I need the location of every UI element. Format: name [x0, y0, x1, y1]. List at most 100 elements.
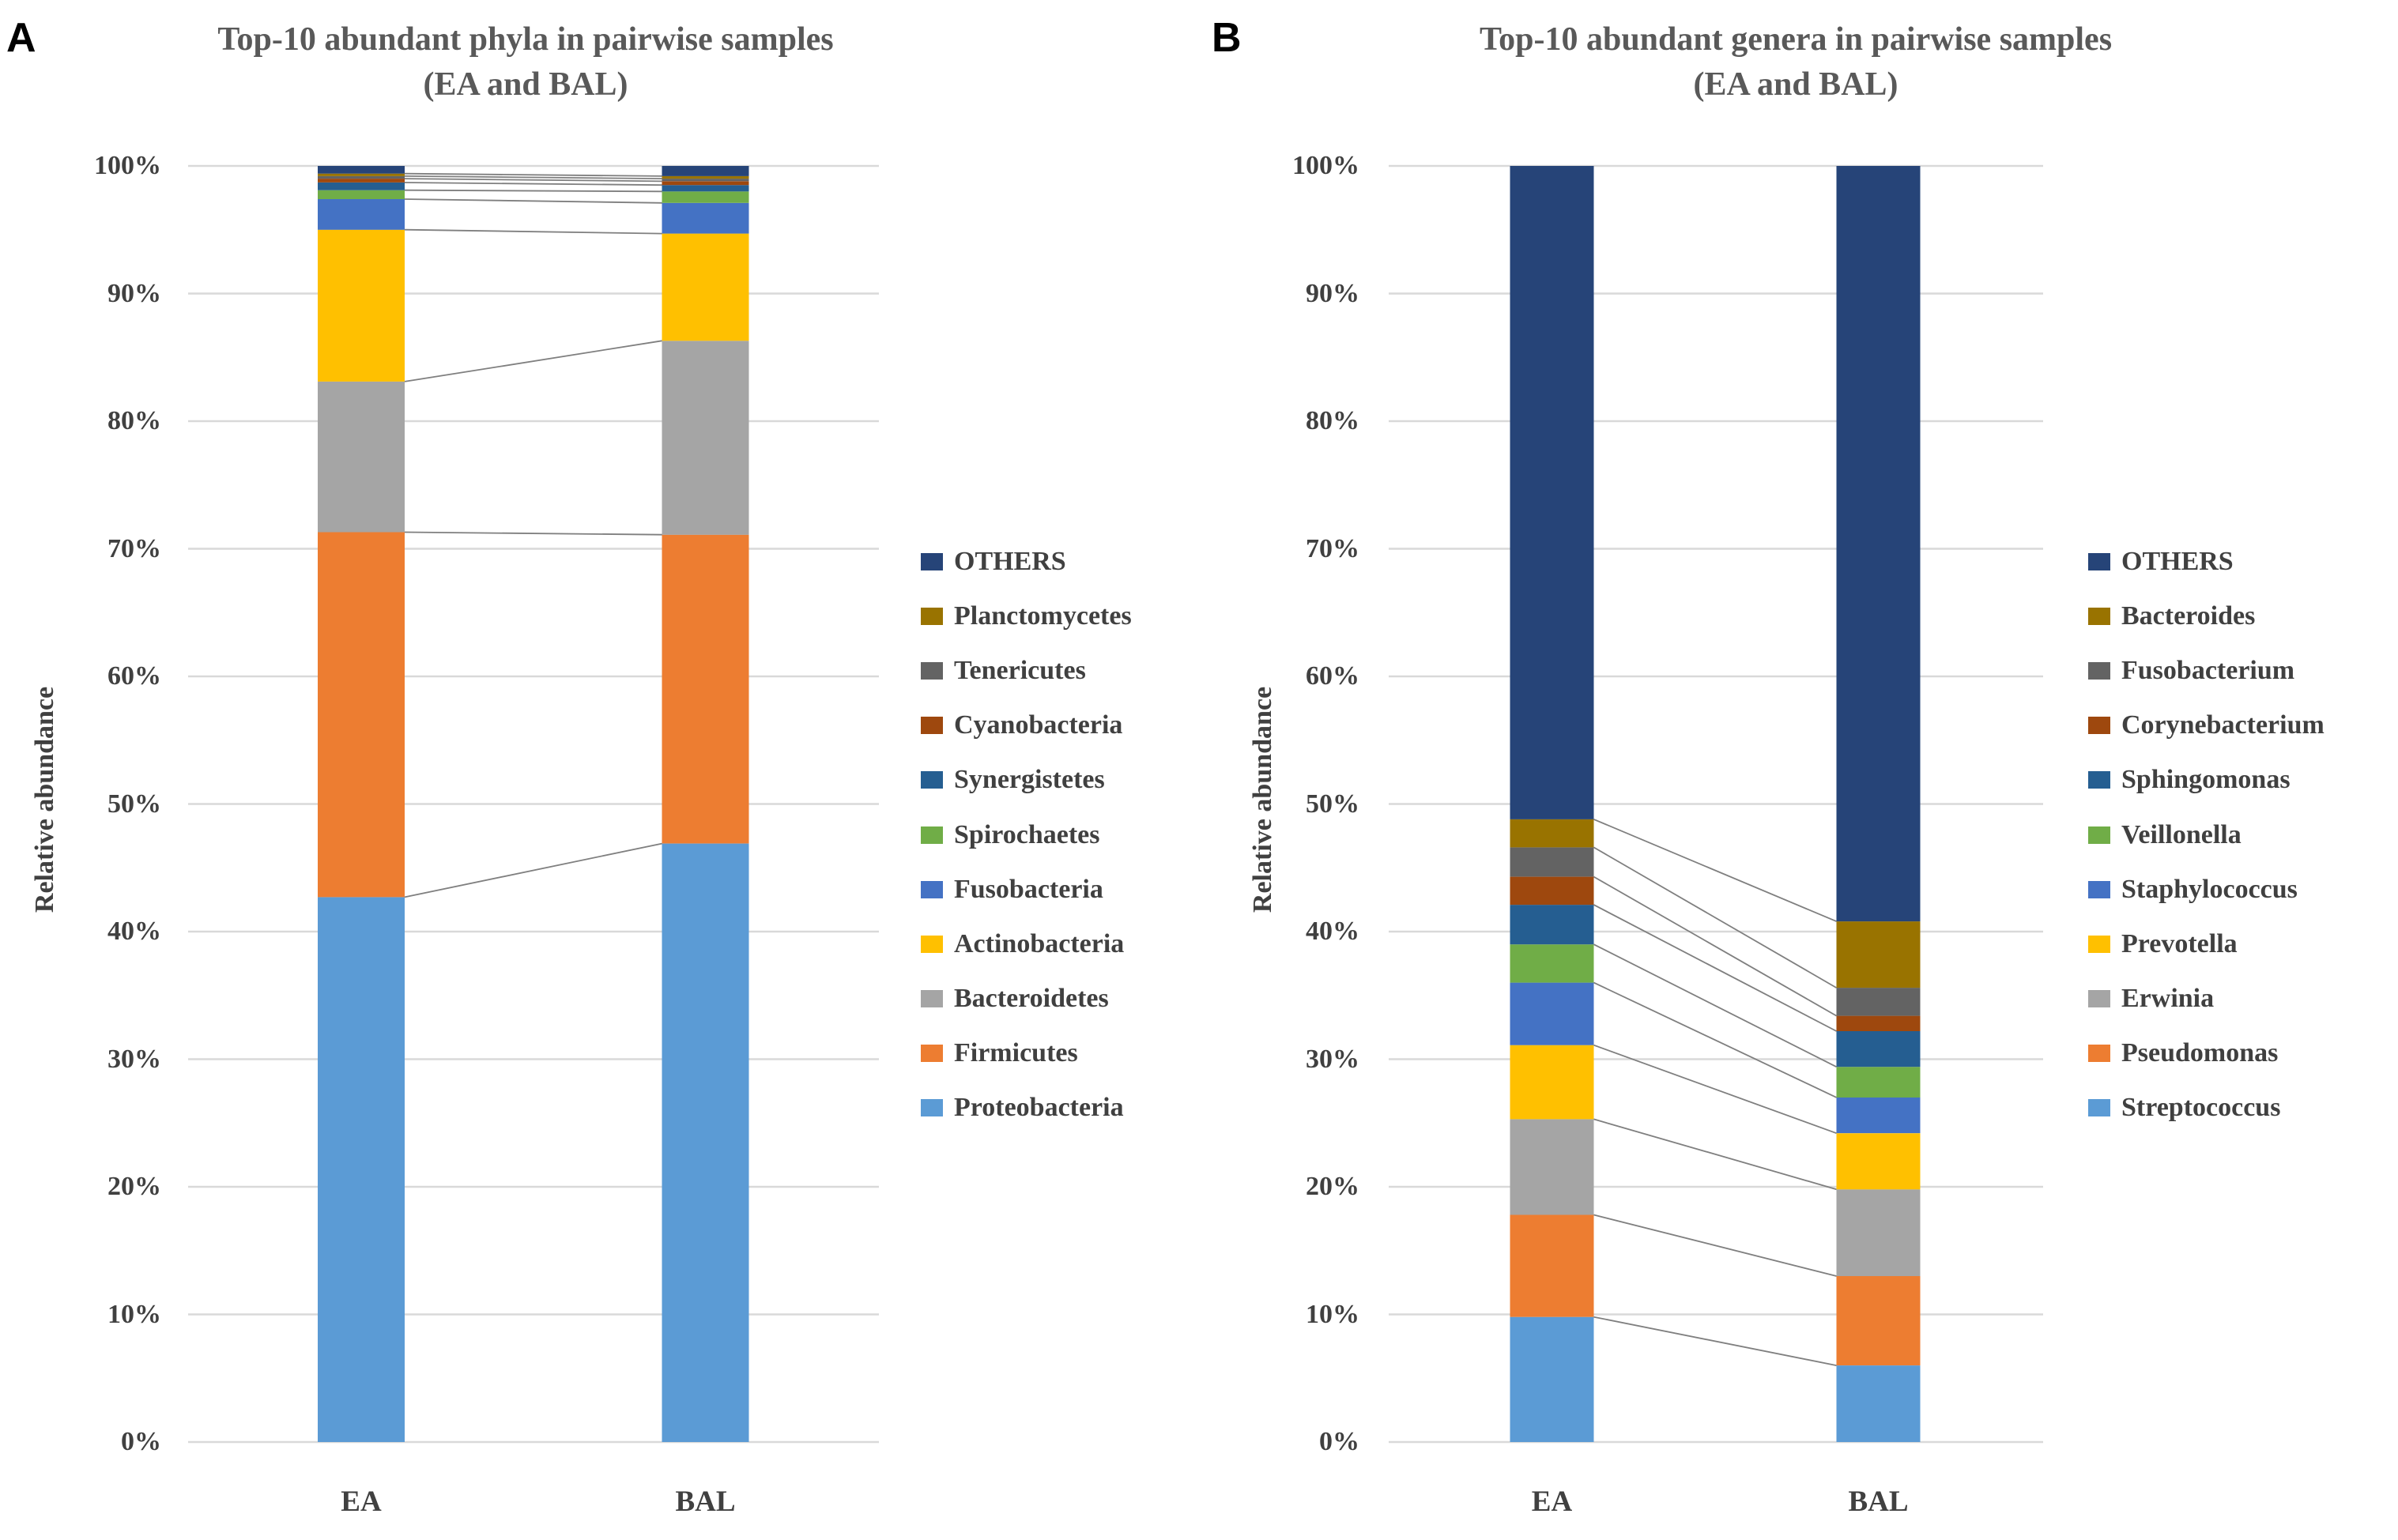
bar-segment-a-ea-spirochaetes	[318, 190, 405, 199]
panel-b-plot	[1389, 164, 2043, 1444]
bar-segment-b-ea-others	[1510, 166, 1594, 819]
bar-segment-b-bal-staphylococcus	[1836, 1097, 1921, 1134]
y-tick-label-a-100: 100%	[94, 151, 161, 180]
bar-segment-a-bal-planctomycetes	[662, 175, 749, 179]
panel-b-title-line1: Top-10 abundant genera in pairwise sampl…	[1479, 21, 2113, 58]
bar-segment-b-ea-sphingomonas	[1510, 905, 1594, 945]
y-tick-label-b-60: 60%	[1306, 661, 1359, 691]
y-tick-label-b-100: 100%	[1292, 151, 1359, 180]
y-tick-label-b-10: 10%	[1306, 1299, 1359, 1329]
panel-a-title-line1: Top-10 abundant phyla in pairwise sample…	[217, 21, 834, 58]
bar-segment-a-bal-proteobacteria	[662, 843, 749, 1442]
connector-a-actinobacteria	[404, 228, 662, 235]
panel-a-title: Top-10 abundant phyla in pairwise sample…	[217, 17, 833, 107]
y-tick-label-a-50: 50%	[107, 789, 161, 819]
bar-segment-b-bal-veillonella	[1836, 1067, 1921, 1098]
bar-segment-a-ea-synergistetes	[318, 183, 405, 190]
y-tick-label-a-10: 10%	[107, 1299, 161, 1329]
connector-b-pseudomonas	[1593, 1214, 1837, 1277]
connector-a-cyanobacteria	[404, 178, 662, 183]
bar-segment-b-bal-others	[1836, 166, 1921, 922]
y-tick-label-a-90: 90%	[107, 278, 161, 308]
panel-a-plot	[188, 164, 879, 1444]
connector-b-corynebacterium	[1593, 875, 1837, 1017]
bar-segment-b-bal-erwinia	[1836, 1189, 1921, 1276]
bar-segment-a-ea-cyanobacteria	[318, 179, 405, 183]
bar-segment-a-bal-others	[662, 166, 749, 176]
bar-segment-a-bal-cyanobacteria	[662, 181, 749, 186]
connector-b-fusobacterium	[1593, 846, 1837, 988]
connector-a-proteobacteria	[404, 842, 662, 898]
bar-segment-b-ea-bacteroides	[1510, 819, 1594, 848]
bar-segment-a-bal-bacteroidetes	[662, 341, 749, 535]
y-tick-label-a-60: 60%	[107, 661, 161, 691]
connector-b-streptococcus	[1593, 1316, 1837, 1366]
bar-segment-b-ea-streptococcus	[1510, 1316, 1594, 1442]
x-category-label-b-bal: BAL	[1848, 1485, 1909, 1518]
bar-segment-a-ea-firmicutes	[318, 532, 405, 898]
panel-b-letter: B	[1212, 15, 1242, 61]
y-tick-label-b-30: 30%	[1306, 1044, 1359, 1074]
connector-a-firmicutes	[404, 531, 662, 536]
y-tick-label-b-70: 70%	[1306, 533, 1359, 563]
connector-b-prevotella	[1593, 1044, 1837, 1135]
bar-segment-b-bal-sphingomonas	[1836, 1031, 1921, 1067]
bar-segment-a-ea-proteobacteria	[318, 897, 405, 1442]
connector-a-planctomycetes	[404, 172, 662, 177]
y-tick-label-b-80: 80%	[1306, 406, 1359, 435]
bar-segment-b-bal-fusobacterium	[1836, 988, 1921, 1016]
y-tick-label-a-40: 40%	[107, 917, 161, 946]
y-tick-label-b-90: 90%	[1306, 278, 1359, 308]
bar-segment-b-ea-staphylococcus	[1510, 982, 1594, 1045]
connector-a-fusobacteria	[404, 198, 662, 204]
bar-segment-b-bal-prevotella	[1836, 1133, 1921, 1190]
bar-segment-a-bal-actinobacteria	[662, 233, 749, 341]
y-tick-label-a-70: 70%	[107, 533, 161, 563]
x-category-label-a-ea: EA	[341, 1485, 382, 1518]
bar-segment-b-ea-fusobacterium	[1510, 847, 1594, 877]
connector-b-staphylococcus	[1593, 981, 1837, 1098]
bar-segment-a-bal-firmicutes	[662, 534, 749, 844]
bar-segment-a-ea-planctomycetes	[318, 173, 405, 176]
bar-segment-b-ea-veillonella	[1510, 944, 1594, 983]
bar-segment-a-ea-fusobacteria	[318, 199, 405, 230]
y-tick-label-a-30: 30%	[107, 1044, 161, 1074]
y-tick-label-b-20: 20%	[1306, 1172, 1359, 1201]
bar-segment-b-bal-streptococcus	[1836, 1365, 1921, 1442]
y-tick-label-a-20: 20%	[107, 1172, 161, 1201]
panel-a-letter: A	[6, 15, 36, 61]
x-category-label-a-bal: BAL	[675, 1485, 736, 1518]
x-category-label-b-ea: EA	[1531, 1485, 1573, 1518]
bar-segment-a-ea-others	[318, 166, 405, 174]
y-tick-label-b-40: 40%	[1306, 917, 1359, 946]
bar-segment-b-ea-corynebacterium	[1510, 876, 1594, 906]
connector-b-veillonella	[1593, 943, 1837, 1068]
connector-a-bacteroidetes	[404, 340, 662, 382]
bar-segment-b-ea-erwinia	[1510, 1119, 1594, 1215]
bar-segment-a-bal-synergistetes	[662, 185, 749, 192]
panel-b-title-line2: (EA and BAL)	[1693, 66, 1898, 103]
y-tick-label-a-80: 80%	[107, 406, 161, 435]
bar-segment-a-ea-bacteroidetes	[318, 381, 405, 533]
connector-b-erwinia	[1593, 1118, 1837, 1191]
bar-segment-b-ea-pseudomonas	[1510, 1214, 1594, 1317]
connector-b-sphingomonas	[1593, 904, 1837, 1032]
y-tick-label-b-0: 0%	[1319, 1427, 1359, 1456]
bar-segment-a-ea-tenericutes	[318, 175, 405, 179]
y-tick-label-a-0: 0%	[121, 1427, 161, 1456]
bar-segment-a-bal-spirochaetes	[662, 191, 749, 203]
panel-a-title-line2: (EA and BAL)	[423, 66, 628, 103]
bar-segment-b-bal-corynebacterium	[1836, 1015, 1921, 1031]
panel-b-title: Top-10 abundant genera in pairwise sampl…	[1480, 17, 2112, 107]
bar-segment-a-bal-fusobacteria	[662, 202, 749, 234]
y-tick-label-b-50: 50%	[1306, 789, 1359, 819]
connector-a-spirochaetes	[404, 189, 662, 193]
connector-b-bacteroides	[1593, 819, 1837, 922]
bar-segment-b-bal-bacteroides	[1836, 921, 1921, 988]
bar-segment-b-bal-pseudomonas	[1836, 1276, 1921, 1365]
bar-segment-b-ea-prevotella	[1510, 1045, 1594, 1120]
bar-segment-a-bal-tenericutes	[662, 179, 749, 182]
connector-a-tenericutes	[404, 175, 662, 179]
